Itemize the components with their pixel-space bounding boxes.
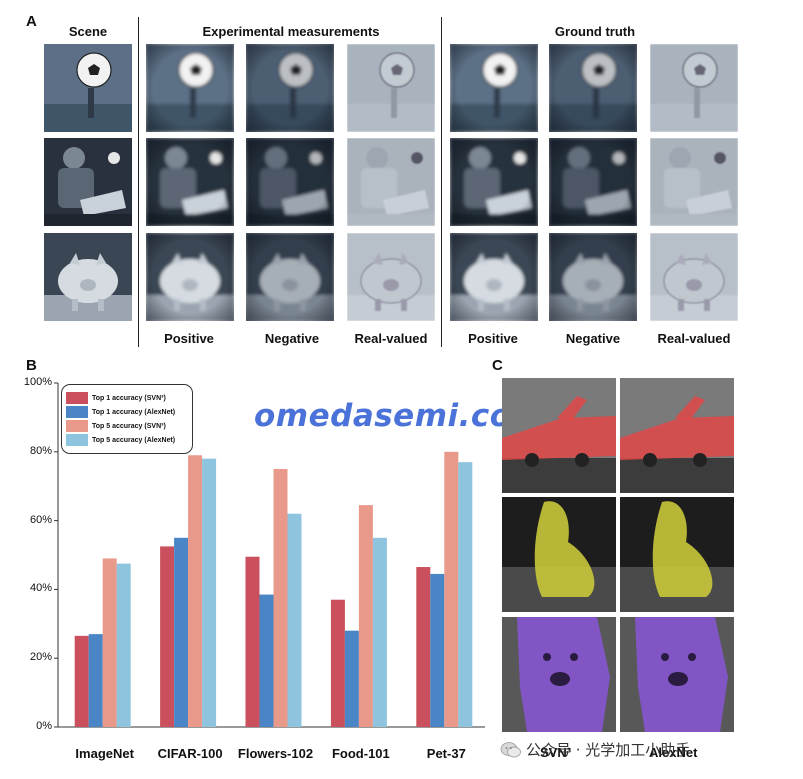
alexnet-label: AlexNet — [649, 745, 698, 760]
bar-flowers-102-series-2 — [273, 469, 288, 727]
watermark-text: omedasemi.com — [254, 398, 545, 434]
legend-entry: Top 1 accuracy (SVN³) — [66, 391, 188, 405]
bottom-label-positive-0: Positive — [164, 331, 214, 346]
y-tick-label: 40% — [29, 582, 52, 595]
divider-line-right — [441, 17, 442, 347]
x-category-label: Pet-37 — [426, 746, 466, 761]
bar-imagenet-series-2 — [102, 558, 117, 727]
experimental-header: Experimental measurements — [202, 24, 380, 39]
bar-food-101-series-3 — [372, 537, 387, 727]
legend-label: Top 1 accuracy (AlexNet) — [92, 408, 176, 416]
piggy-bank-scene-measured-neg-image — [246, 233, 334, 321]
piggy-bank-scene-measured-real-image — [347, 233, 435, 321]
bar-pet-37-series-3 — [458, 462, 473, 727]
panel-c-letter: C — [492, 357, 503, 374]
x-category-label: Flowers-102 — [237, 746, 314, 761]
legend-swatch — [66, 434, 88, 446]
dog-segmentation-alexnet — [620, 617, 734, 732]
person-laptop-scene-scene-image — [44, 138, 132, 226]
soccer-ball-scene-truth-real-image — [650, 44, 738, 132]
soccer-ball-scene-measured-neg-image — [246, 44, 334, 132]
bottom-label-real-valued-2: Real-valued — [354, 331, 428, 346]
legend-label: Top 1 accuracy (SVN³) — [92, 394, 166, 402]
wechat-icon — [500, 740, 522, 760]
bottom-label-negative-1: Negative — [264, 331, 320, 346]
y-tick-label: 100% — [23, 376, 52, 388]
legend-swatch — [66, 392, 88, 404]
bar-pet-37-series-1 — [430, 573, 445, 727]
bottom-label-real-valued-5: Real-valued — [657, 331, 731, 346]
bird-segmentation-svn3 — [502, 497, 616, 612]
accuracy-bar-chart — [54, 382, 485, 728]
scene-header: Scene — [68, 24, 108, 39]
bottom-label-positive-3: Positive — [468, 331, 518, 346]
legend-label: Top 5 accuracy (SVN³) — [92, 422, 166, 430]
person-laptop-scene-truth-pos-image — [450, 138, 538, 226]
soccer-ball-scene-truth-pos-image — [450, 44, 538, 132]
divider-line-left — [138, 17, 139, 347]
bar-cifar-100-series-2 — [188, 455, 203, 727]
y-tick-label: 0% — [36, 720, 52, 732]
person-laptop-scene-truth-real-image — [650, 138, 738, 226]
soccer-ball-scene-measured-pos-image — [146, 44, 234, 132]
x-category-label: ImageNet — [75, 746, 134, 761]
bar-imagenet-series-0 — [74, 635, 89, 727]
bar-imagenet-series-3 — [116, 563, 131, 727]
person-laptop-scene-measured-pos-image — [146, 138, 234, 226]
bar-cifar-100-series-0 — [160, 546, 175, 727]
legend-entry: Top 1 accuracy (AlexNet) — [66, 405, 188, 419]
bar-cifar-100-series-3 — [202, 458, 217, 727]
bar-cifar-100-series-1 — [174, 537, 189, 727]
piggy-bank-scene-truth-real-image — [650, 233, 738, 321]
ground-truth-header: Ground truth — [554, 24, 636, 39]
bar-pet-37-series-2 — [444, 451, 459, 727]
bird-segmentation-alexnet — [620, 497, 734, 612]
dog-segmentation-svn3 — [502, 617, 616, 732]
bar-food-101-series-1 — [344, 630, 359, 727]
bar-pet-37-series-0 — [416, 567, 431, 727]
y-tick-label: 60% — [29, 513, 52, 526]
legend-entry: Top 5 accuracy (AlexNet) — [66, 433, 188, 447]
airplane-segmentation-svn3 — [502, 378, 616, 493]
person-laptop-scene-truth-neg-image — [549, 138, 637, 226]
bar-food-101-series-0 — [330, 599, 345, 727]
panel-b-letter: B — [26, 357, 37, 374]
footer-text: 公众号 · 光学加工小助手 — [526, 741, 691, 759]
panel-a-letter: A — [26, 13, 37, 30]
x-category-label: Food-101 — [331, 746, 390, 761]
soccer-ball-scene-measured-real-image — [347, 44, 435, 132]
legend-swatch — [66, 420, 88, 432]
bar-flowers-102-series-1 — [259, 594, 274, 727]
legend-label: Top 5 accuracy (AlexNet) — [92, 436, 176, 444]
soccer-ball-scene-truth-neg-image — [549, 44, 637, 132]
airplane-segmentation-alexnet — [620, 378, 734, 493]
person-laptop-scene-measured-real-image — [347, 138, 435, 226]
piggy-bank-scene-truth-neg-image — [549, 233, 637, 321]
y-tick-label: 80% — [29, 444, 52, 457]
legend-swatch — [66, 406, 88, 418]
bar-imagenet-series-1 — [88, 634, 103, 727]
piggy-bank-scene-truth-pos-image — [450, 233, 538, 321]
bar-food-101-series-2 — [358, 505, 373, 727]
soccer-ball-scene-scene-image — [44, 44, 132, 132]
bottom-label-negative-4: Negative — [565, 331, 621, 346]
y-tick-label: 20% — [29, 651, 52, 664]
x-category-label: CIFAR-100 — [157, 746, 223, 761]
chart-legend: Top 1 accuracy (SVN³) Top 1 accuracy (Ale… — [61, 384, 193, 454]
legend-entry: Top 5 accuracy (SVN³) — [66, 419, 188, 433]
chart-bars — [74, 451, 473, 727]
person-laptop-scene-measured-neg-image — [246, 138, 334, 226]
bar-flowers-102-series-3 — [287, 513, 302, 727]
bar-flowers-102-series-0 — [245, 556, 260, 727]
svn3-label: SVN³ — [540, 745, 572, 760]
piggy-bank-scene-measured-pos-image — [146, 233, 234, 321]
piggy-bank-scene-scene-image — [44, 233, 132, 321]
